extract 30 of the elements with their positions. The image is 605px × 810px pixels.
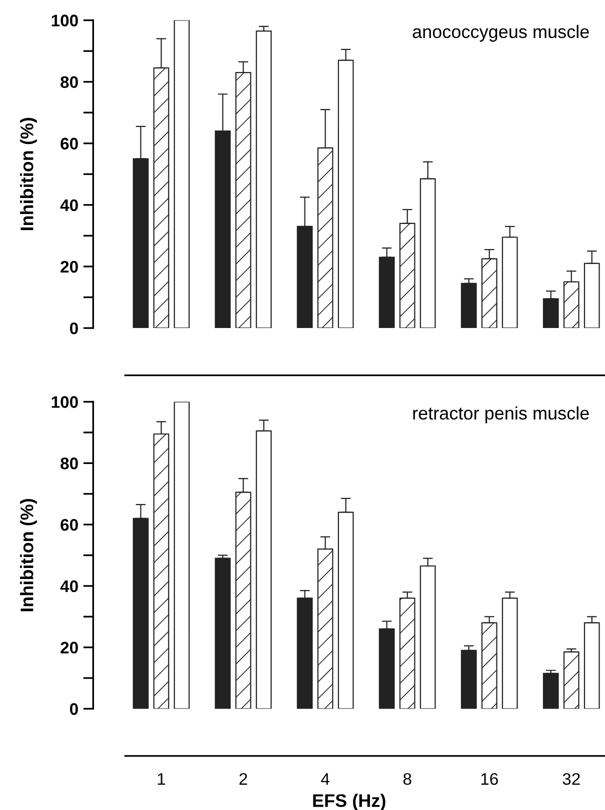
x-tick-label: 2	[239, 773, 248, 785]
bar	[460, 282, 477, 328]
y-tick-label: 0	[70, 703, 78, 715]
x-tick-label: 8	[403, 773, 412, 785]
x-tick-label: 4	[321, 773, 330, 785]
bar	[256, 30, 272, 328]
y-tick-label: 20	[60, 260, 78, 273]
chart-title: anococcygeus muscle	[412, 24, 589, 42]
y-axis-title: Inhibition (%)	[20, 498, 37, 612]
y-tick-label: 40	[60, 580, 78, 592]
chart-title: retractor penis muscle	[413, 406, 589, 424]
x-tick-label: 1	[158, 773, 166, 785]
bar	[214, 558, 231, 709]
bar	[174, 20, 190, 328]
y-tick-label: 100	[52, 14, 78, 26]
y-tick-label: 20	[60, 642, 78, 654]
y-tick-label: 60	[60, 518, 78, 531]
bar	[460, 650, 477, 709]
bar	[174, 402, 190, 709]
y-tick-label: 100	[52, 396, 78, 408]
x-tick-label: 32	[562, 773, 580, 785]
y-axis-title: Inhibition (%)	[20, 118, 37, 230]
y-tick-label: 80	[60, 76, 78, 88]
bar	[563, 651, 580, 709]
y-tick-label: 80	[60, 458, 78, 470]
y-tick-label: 40	[60, 199, 78, 212]
y-tick-label: 60	[60, 138, 78, 150]
bar	[542, 672, 559, 709]
y-tick-label: 0	[70, 322, 78, 334]
x-tick-label: 16	[481, 773, 498, 785]
